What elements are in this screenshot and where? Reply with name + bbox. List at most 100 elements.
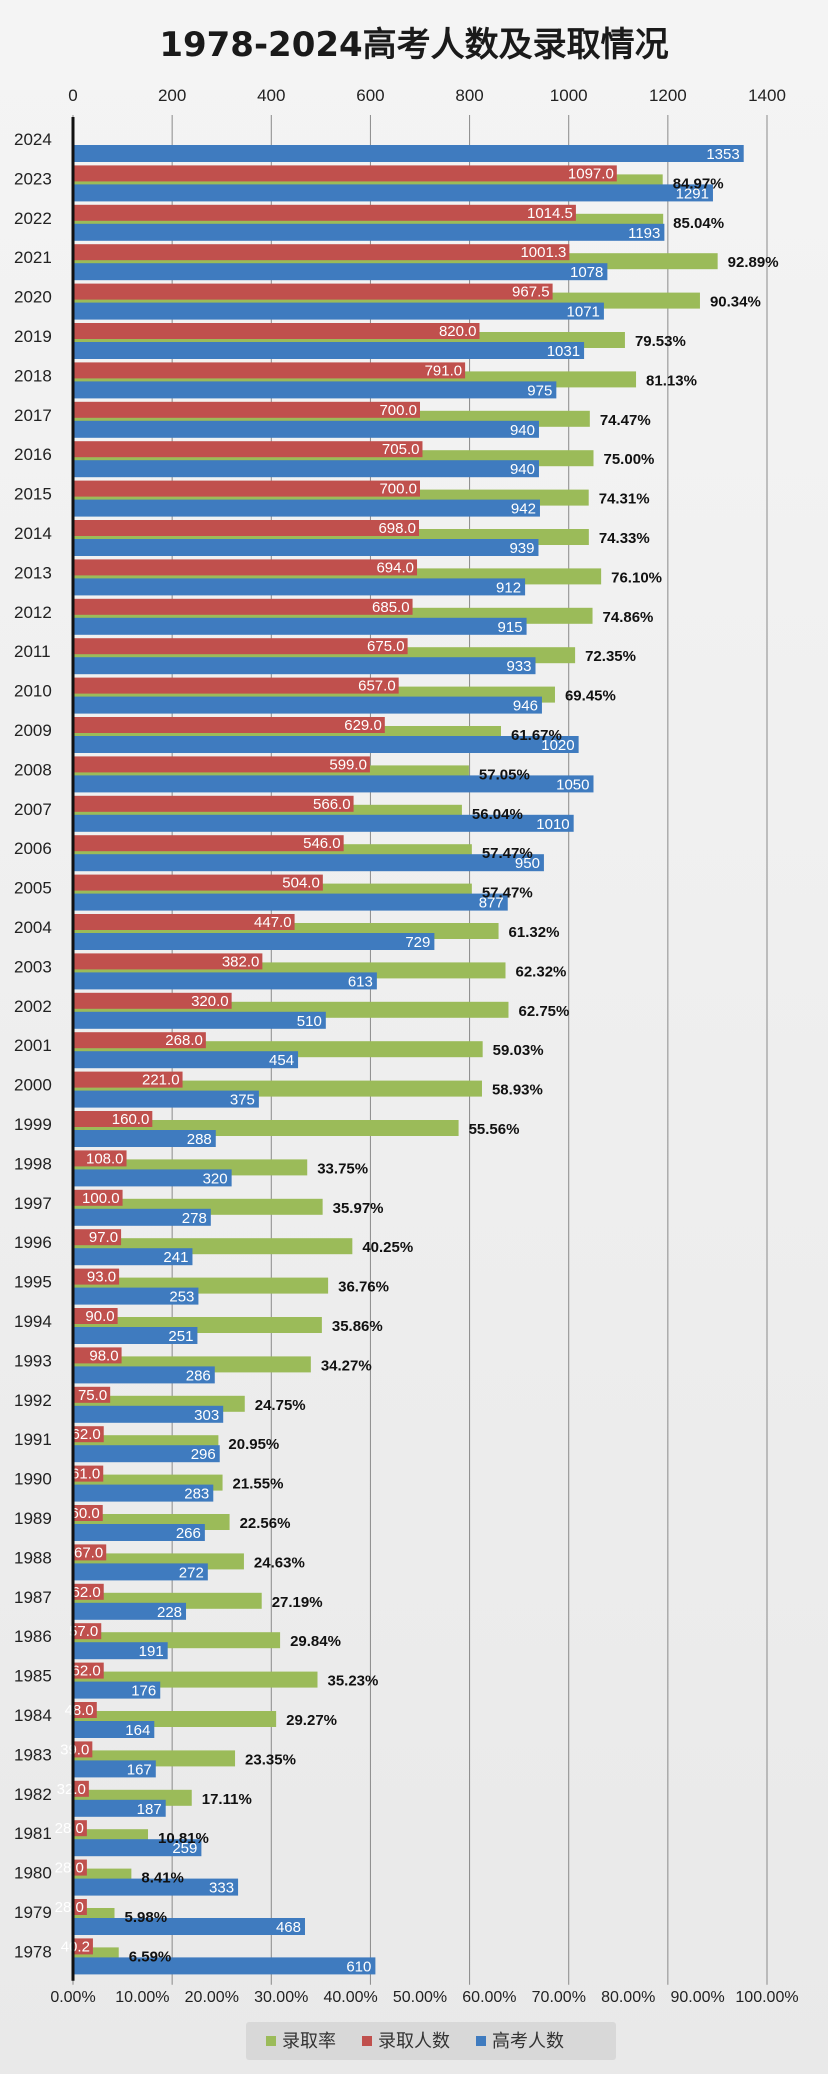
legend-swatch <box>266 2036 276 2046</box>
year-row-1982: 1982 32.0 187 17.11% <box>14 1780 252 1818</box>
year-label: 2008 <box>14 760 52 779</box>
year-row-1999: 1999 160.0 288 55.56% <box>14 1111 519 1148</box>
year-label: 2000 <box>14 1076 52 1095</box>
admitted-bar <box>73 953 263 970</box>
admitted-value-label: 28.0 <box>55 1899 84 1916</box>
applicants-bar <box>73 1839 202 1857</box>
rate-value-label: 34.27% <box>321 1357 372 1374</box>
applicants-bar <box>73 1051 299 1069</box>
applicants-value-label: 1078 <box>570 264 603 281</box>
year-row-2004: 2004 447.0 729 61.32% <box>14 914 559 951</box>
applicants-bar <box>73 1130 216 1147</box>
year-label: 2013 <box>14 563 52 582</box>
rate-value-label: 69.45% <box>565 688 616 705</box>
year-row-1992: 1992 75.0 303 24.75% <box>14 1386 306 1424</box>
applicants-value-label: 176 <box>131 1683 156 1700</box>
applicants-value-label: 877 <box>479 895 504 912</box>
rate-value-label: 55.56% <box>469 1121 520 1138</box>
applicants-bar <box>73 1287 199 1305</box>
year-row-2012: 2012 685.0 915 74.86% <box>14 598 653 636</box>
rate-value-label: 29.84% <box>290 1633 341 1650</box>
year-label: 1980 <box>14 1864 52 1883</box>
admitted-value-label: 61.0 <box>71 1466 100 1483</box>
applicants-value-label: 1291 <box>676 185 709 202</box>
bottom-tick-label: 50.00% <box>393 1989 447 2006</box>
admitted-bar <box>73 756 370 773</box>
year-label: 2004 <box>14 918 52 937</box>
applicants-bar <box>73 1760 156 1778</box>
rate-value-label: 40.25% <box>362 1239 413 1256</box>
rate-value-label: 29.27% <box>286 1712 337 1729</box>
top-tick-label: 600 <box>356 86 384 105</box>
applicants-value-label: 613 <box>348 973 373 990</box>
admitted-value-label: 60.0 <box>71 1505 100 1522</box>
rate-value-label: 6.59% <box>129 1948 172 1965</box>
applicants-value-label: 940 <box>510 422 535 439</box>
admitted-value-label: 1097.0 <box>568 165 614 182</box>
rate-value-label: 23.35% <box>245 1751 296 1768</box>
applicants-value-label: 1050 <box>556 776 589 793</box>
year-label: 2006 <box>14 839 52 858</box>
admitted-bar <box>73 401 420 418</box>
rate-value-label: 27.19% <box>272 1594 323 1611</box>
top-tick-label: 1000 <box>550 86 588 105</box>
admitted-bar <box>73 835 344 852</box>
year-row-2019: 2019 820.0 1031 79.53% <box>14 323 686 360</box>
year-row-1986: 1986 57.0 191 29.84% <box>14 1623 341 1660</box>
year-row-1994: 1994 90.0 251 35.86% <box>14 1308 383 1345</box>
admitted-value-label: 700.0 <box>379 481 417 498</box>
admitted-value-label: 599.0 <box>329 756 367 773</box>
applicants-value-label: 266 <box>176 1525 201 1542</box>
year-label: 2009 <box>14 721 52 740</box>
applicants-bar <box>73 460 539 478</box>
bottom-tick-label: 70.00% <box>532 1989 586 2006</box>
applicants-bar <box>73 1011 326 1029</box>
admitted-bar <box>73 1741 93 1758</box>
admitted-bar <box>73 874 323 891</box>
applicants-bar <box>73 1681 161 1699</box>
top-tick-label: 200 <box>158 86 186 105</box>
bottom-tick-label: 100.00% <box>735 1989 798 2006</box>
applicants-value-label: 940 <box>510 461 535 478</box>
rate-value-label: 92.89% <box>728 254 779 271</box>
admitted-value-label: 320.0 <box>191 993 229 1010</box>
rate-value-label: 74.47% <box>600 412 651 429</box>
admitted-value-label: 820.0 <box>439 323 477 340</box>
year-label: 1984 <box>14 1706 52 1725</box>
rate-value-label: 59.03% <box>493 1042 544 1059</box>
applicants-value-label: 191 <box>139 1643 164 1660</box>
applicants-bar <box>73 1799 166 1817</box>
applicants-bar <box>73 263 608 281</box>
year-label: 1992 <box>14 1391 52 1410</box>
year-label: 1981 <box>14 1824 52 1843</box>
admitted-bar <box>73 1780 89 1797</box>
year-row-1987: 1987 62.0 228 27.19% <box>14 1583 323 1621</box>
rate-value-label: 62.75% <box>518 1003 569 1020</box>
year-row-1993: 1993 98.0 286 34.27% <box>14 1347 372 1384</box>
applicants-value-label: 278 <box>182 1210 207 1227</box>
year-label: 2016 <box>14 445 52 464</box>
legend-swatch <box>362 2036 372 2046</box>
applicants-value-label: 975 <box>527 382 552 399</box>
applicants-value-label: 1010 <box>536 816 569 833</box>
admitted-value-label: 447.0 <box>254 914 292 931</box>
admitted-bar <box>73 1505 103 1521</box>
applicants-bar <box>73 1878 239 1896</box>
year-label: 1996 <box>14 1233 52 1252</box>
admitted-bar <box>73 1623 102 1640</box>
year-label: 1995 <box>14 1273 52 1292</box>
applicants-value-label: 1020 <box>541 737 574 754</box>
rate-value-label: 79.53% <box>635 333 686 350</box>
year-row-2013: 2013 694.0 912 76.10% <box>14 559 662 596</box>
admitted-value-label: 93.0 <box>87 1269 116 1286</box>
year-label: 2012 <box>14 603 52 622</box>
admitted-bar <box>73 1347 122 1364</box>
chart-title: 1978-2024高考人数及录取情况 <box>159 25 668 65</box>
year-label: 1993 <box>14 1351 52 1370</box>
rate-value-label: 35.97% <box>333 1200 384 1217</box>
admitted-value-label: 62.0 <box>72 1426 101 1443</box>
applicants-value-label: 1353 <box>706 146 739 163</box>
